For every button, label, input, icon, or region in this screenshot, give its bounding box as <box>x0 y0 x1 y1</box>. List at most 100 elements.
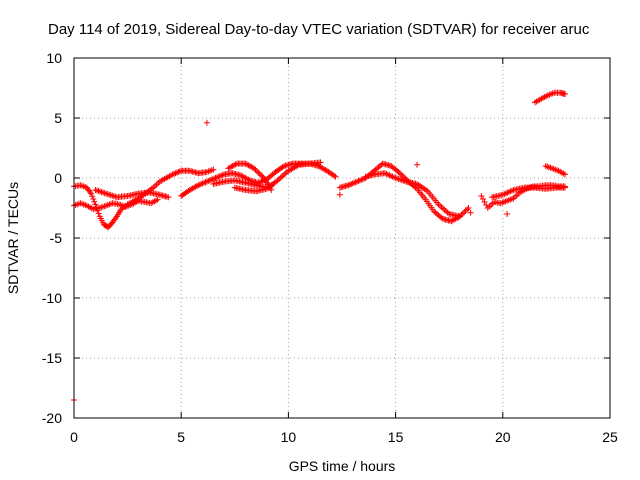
series-track-l <box>531 89 568 106</box>
data-point <box>561 91 568 97</box>
data-point <box>398 171 405 178</box>
x-axis-label: GPS time / hours <box>289 458 396 474</box>
data-point <box>351 179 358 186</box>
series-track-g <box>231 159 324 195</box>
data-point <box>331 172 338 179</box>
data-point <box>561 184 568 191</box>
x-tick-label: 10 <box>281 429 297 445</box>
data-point <box>395 169 402 175</box>
y-tick-label: 5 <box>54 110 62 126</box>
data-point <box>195 182 202 189</box>
data-point <box>92 201 99 208</box>
data-point <box>95 210 102 217</box>
data-point <box>464 206 471 213</box>
data-point <box>252 166 259 173</box>
data-point <box>251 165 258 172</box>
data-point <box>208 176 215 183</box>
data-point <box>218 172 225 179</box>
data-point <box>203 178 210 185</box>
x-tick-label: 5 <box>177 429 185 445</box>
x-tick-label: 25 <box>602 429 618 445</box>
data-point <box>213 174 220 181</box>
data-point <box>346 181 353 188</box>
x-tick-label: 20 <box>495 429 511 445</box>
data-point <box>88 190 95 197</box>
data-point <box>176 168 183 175</box>
data-point <box>206 177 213 184</box>
data-point <box>216 173 223 180</box>
x-tick-label: 0 <box>70 429 78 445</box>
data-point <box>165 194 172 201</box>
data-point <box>196 181 203 188</box>
data-point <box>399 173 406 179</box>
data-point <box>279 164 286 170</box>
axis-ticks: 0 5 10 15 20 25 10 5 0 -5 -10 -15 -20 <box>42 50 618 445</box>
data-point <box>467 209 474 216</box>
data-point <box>89 193 96 200</box>
data-point <box>211 175 218 182</box>
data-point <box>332 173 339 180</box>
data-point <box>349 180 356 187</box>
data-point <box>317 159 324 166</box>
series-track-i <box>362 170 463 220</box>
data-point <box>169 171 176 178</box>
data-point <box>256 171 263 177</box>
data-point <box>205 178 212 184</box>
chart-title: Day 114 of 2019, Sidereal Day-to-day VTE… <box>48 21 590 38</box>
series-track-b <box>71 196 161 213</box>
data-point <box>348 181 355 187</box>
data-point <box>202 179 209 186</box>
data-point <box>396 170 403 177</box>
y-tick-label: 0 <box>54 170 62 186</box>
y-tick-label: 10 <box>46 50 62 66</box>
y-tick-label: -5 <box>50 230 63 246</box>
data-point <box>355 178 362 184</box>
series-track-m <box>542 163 568 178</box>
series-track-f <box>225 160 275 193</box>
data-point <box>461 209 468 216</box>
series-isolated <box>71 119 511 403</box>
data-point <box>462 207 469 214</box>
y-tick-label: -10 <box>42 290 62 306</box>
data-point <box>356 177 363 184</box>
data-point <box>358 176 365 183</box>
data-point <box>210 166 217 173</box>
data-point <box>215 173 222 180</box>
data-point <box>459 210 466 217</box>
y-axis-label: SDTVAR / TECUs <box>5 182 21 294</box>
data-point <box>465 205 472 211</box>
data-point <box>504 211 511 217</box>
data-point <box>193 183 200 189</box>
data-point <box>414 161 421 168</box>
x-tick-label: 15 <box>388 429 404 445</box>
data-point <box>561 171 568 178</box>
data-point <box>456 213 463 220</box>
data-point <box>198 181 205 187</box>
series-track-k <box>489 184 568 201</box>
data-point <box>212 175 219 181</box>
y-tick-label: -20 <box>42 410 62 426</box>
data-point <box>90 196 97 202</box>
data-point <box>201 179 208 186</box>
data-point <box>352 179 359 186</box>
data-point <box>255 169 262 176</box>
data-point <box>172 170 179 177</box>
data-point <box>203 119 210 126</box>
data-point <box>354 178 361 185</box>
data-point <box>173 169 180 176</box>
data-point <box>458 212 465 218</box>
grid-lines <box>74 58 610 418</box>
data-point <box>175 169 182 175</box>
y-tick-label: -15 <box>42 350 62 366</box>
data-point <box>336 191 343 198</box>
data-points <box>71 89 568 403</box>
data-point <box>219 172 226 178</box>
data-point <box>154 196 161 203</box>
series-track-c <box>92 187 172 201</box>
data-point <box>345 182 352 189</box>
data-point <box>258 172 265 179</box>
data-point <box>253 168 260 175</box>
data-point <box>256 179 263 186</box>
